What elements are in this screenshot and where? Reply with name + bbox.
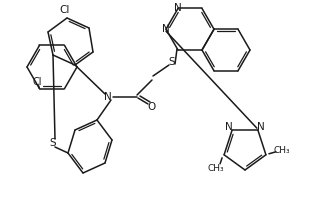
Text: S: S bbox=[169, 57, 175, 67]
Text: O: O bbox=[148, 102, 156, 112]
Text: N: N bbox=[104, 92, 112, 102]
Text: CH₃: CH₃ bbox=[273, 146, 290, 155]
Text: N: N bbox=[162, 24, 170, 34]
Text: CH₃: CH₃ bbox=[208, 164, 224, 173]
Text: S: S bbox=[50, 138, 56, 148]
Text: N: N bbox=[174, 3, 182, 13]
Text: N: N bbox=[225, 122, 233, 132]
Text: N: N bbox=[257, 122, 265, 132]
Text: Cl: Cl bbox=[33, 77, 42, 87]
Text: Cl: Cl bbox=[60, 5, 70, 15]
